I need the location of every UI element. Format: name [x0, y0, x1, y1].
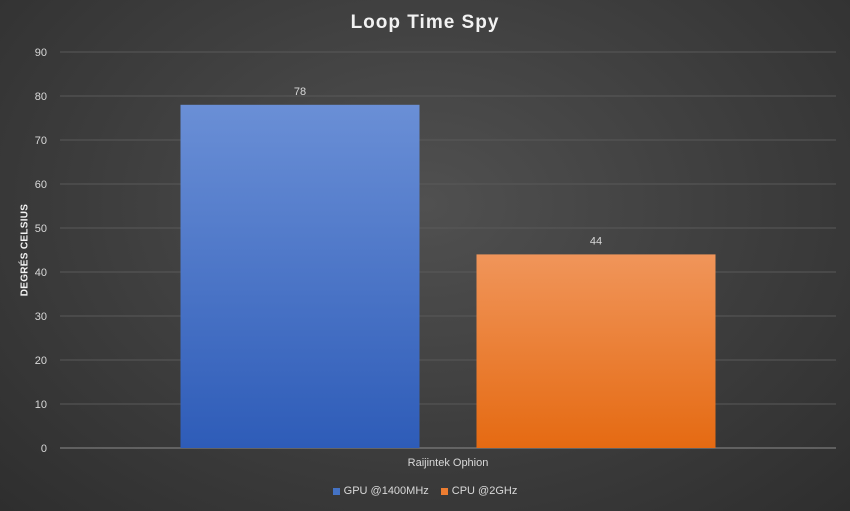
- y-tick-label: 50: [35, 223, 47, 235]
- legend-label-cpu: CPU @2GHz: [451, 485, 518, 497]
- x-tick-label: Raijintek Ophion: [408, 457, 489, 469]
- legend-swatch-gpu: [332, 487, 340, 495]
- y-tick-label: 80: [35, 91, 47, 103]
- bar-1: [476, 254, 716, 448]
- y-tick-label: 70: [35, 135, 47, 147]
- y-tick-label: 30: [35, 311, 47, 323]
- y-tick-label: 10: [35, 399, 47, 411]
- data-label: 78: [294, 86, 306, 98]
- y-tick-label: 40: [35, 267, 47, 279]
- y-tick-label: 90: [35, 47, 47, 59]
- chart-legend: GPU @1400MHz CPU @2GHz: [0, 485, 850, 497]
- legend-swatch-cpu: [440, 487, 448, 495]
- data-label: 44: [590, 235, 602, 247]
- legend-item-gpu: GPU @1400MHz: [332, 485, 429, 497]
- y-tick-label: 20: [35, 355, 47, 367]
- y-tick-label: 60: [35, 179, 47, 191]
- y-tick-label: 0: [41, 443, 47, 455]
- chart-title: Loop Time Spy: [350, 12, 500, 33]
- legend-label-gpu: GPU @1400MHz: [343, 485, 429, 497]
- legend-item-cpu: CPU @2GHz: [440, 485, 518, 497]
- bar-0: [180, 104, 420, 449]
